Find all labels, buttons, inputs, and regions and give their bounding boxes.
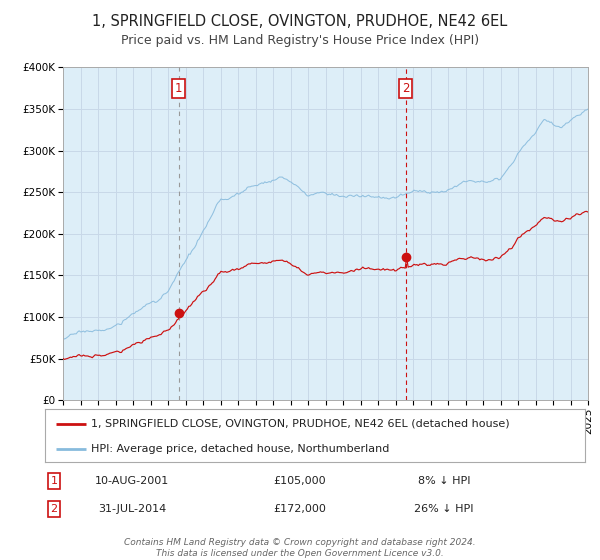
Text: 1: 1	[175, 82, 182, 95]
Text: 26% ↓ HPI: 26% ↓ HPI	[414, 504, 474, 514]
Text: Contains HM Land Registry data © Crown copyright and database right 2024.: Contains HM Land Registry data © Crown c…	[124, 538, 476, 547]
Text: £105,000: £105,000	[274, 476, 326, 486]
Text: 31-JUL-2014: 31-JUL-2014	[98, 504, 166, 514]
Text: HPI: Average price, detached house, Northumberland: HPI: Average price, detached house, Nort…	[91, 444, 389, 454]
Text: 1, SPRINGFIELD CLOSE, OVINGTON, PRUDHOE, NE42 6EL: 1, SPRINGFIELD CLOSE, OVINGTON, PRUDHOE,…	[92, 14, 508, 29]
Text: 1, SPRINGFIELD CLOSE, OVINGTON, PRUDHOE, NE42 6EL (detached house): 1, SPRINGFIELD CLOSE, OVINGTON, PRUDHOE,…	[91, 419, 509, 429]
Text: 2: 2	[402, 82, 409, 95]
Text: This data is licensed under the Open Government Licence v3.0.: This data is licensed under the Open Gov…	[156, 549, 444, 558]
Text: 10-AUG-2001: 10-AUG-2001	[95, 476, 169, 486]
Text: £172,000: £172,000	[274, 504, 326, 514]
Text: 2: 2	[50, 504, 58, 514]
Text: Price paid vs. HM Land Registry's House Price Index (HPI): Price paid vs. HM Land Registry's House …	[121, 34, 479, 46]
Text: 8% ↓ HPI: 8% ↓ HPI	[418, 476, 470, 486]
Text: 1: 1	[50, 476, 58, 486]
